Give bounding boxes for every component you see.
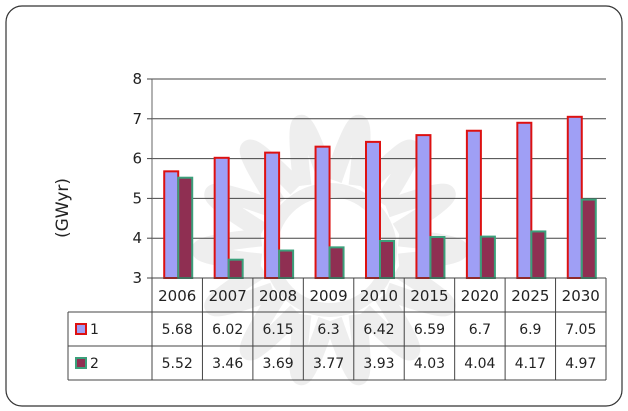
y-tick-label: 6 [132, 150, 142, 168]
bar-series-1-2025 [516, 121, 533, 279]
watermark-petal [204, 183, 277, 240]
x-tick-label: 2010 [360, 287, 398, 305]
data-label-series-2: 3.93 [363, 356, 394, 372]
y-tick-label: 3 [132, 269, 142, 287]
data-label-series-1: 5.68 [162, 322, 193, 338]
x-tick-label: 2008 [259, 287, 297, 305]
watermark-petal [324, 313, 371, 386]
watermark-petal [383, 260, 456, 317]
bar-series-1-2008 [264, 151, 281, 280]
y-tick-label: 8 [132, 70, 142, 88]
data-label-series-1: 6.15 [263, 322, 294, 338]
watermark-petal [289, 313, 336, 386]
data-label-series-1: 6.3 [317, 322, 339, 338]
legend-swatch-series-2 [75, 357, 87, 369]
data-label-series-2: 5.52 [162, 356, 193, 372]
y-tick-label: 4 [132, 229, 142, 247]
data-label-series-1: 6.02 [212, 322, 243, 338]
bar-series-2-2025 [530, 230, 547, 280]
bar-series-2-2030 [580, 198, 597, 279]
x-tick-label: 2025 [511, 287, 549, 305]
bar-series-1-2006 [163, 170, 180, 279]
x-tick-label: 2009 [309, 287, 347, 305]
watermark-petal [356, 139, 421, 209]
watermark-petal [239, 291, 304, 361]
data-label-series-1: 6.42 [363, 322, 394, 338]
y-axis-label: (GWyr) [53, 178, 73, 238]
data-label-series-1: 6.9 [519, 322, 541, 338]
legend-label-series-2: 2 [90, 356, 99, 372]
bar-series-1-2030 [566, 115, 583, 279]
bar-series-1-2009 [314, 145, 331, 279]
data-label-series-2: 4.17 [515, 356, 546, 372]
data-label-series-1: 7.05 [565, 322, 596, 338]
y-tick-label: 7 [132, 110, 142, 128]
data-label-series-2: 4.03 [414, 356, 445, 372]
data-label-series-2: 3.77 [313, 356, 344, 372]
bar-series-2-2009 [328, 246, 345, 280]
data-label-series-2: 3.46 [212, 356, 243, 372]
bar-series-2-2006 [177, 176, 194, 279]
bar-series-2-2010 [379, 239, 395, 279]
watermark-petal [356, 291, 421, 361]
x-tick-label: 2007 [209, 287, 247, 305]
x-tick-label: 2020 [461, 287, 499, 305]
bar-series-1-2010 [365, 140, 381, 279]
bar-series-2-2007 [227, 258, 244, 279]
bar-series-1-2020 [465, 129, 482, 279]
legend-label-series-1: 1 [90, 322, 99, 338]
chart-frame [5, 5, 623, 407]
data-label-series-2: 3.69 [263, 356, 294, 372]
bar-series-1-2015 [415, 134, 432, 279]
bar-series-2-2020 [479, 235, 496, 279]
bar-series-2-2008 [278, 249, 295, 279]
bar-series-2-2015 [429, 236, 446, 279]
watermark-petal [324, 114, 371, 187]
watermark-petal [204, 260, 277, 317]
data-label-series-1: 6.7 [469, 322, 491, 338]
x-tick-label: 2030 [562, 287, 600, 305]
data-label-series-2: 4.97 [565, 356, 596, 372]
legend-swatch-series-1 [75, 323, 87, 335]
data-label-series-2: 4.04 [464, 356, 495, 372]
y-tick-label: 5 [132, 189, 142, 207]
x-tick-label: 2006 [158, 287, 196, 305]
bar-series-1-2007 [213, 156, 230, 279]
data-label-series-1: 6.59 [414, 322, 445, 338]
x-tick-label: 2015 [410, 287, 448, 305]
